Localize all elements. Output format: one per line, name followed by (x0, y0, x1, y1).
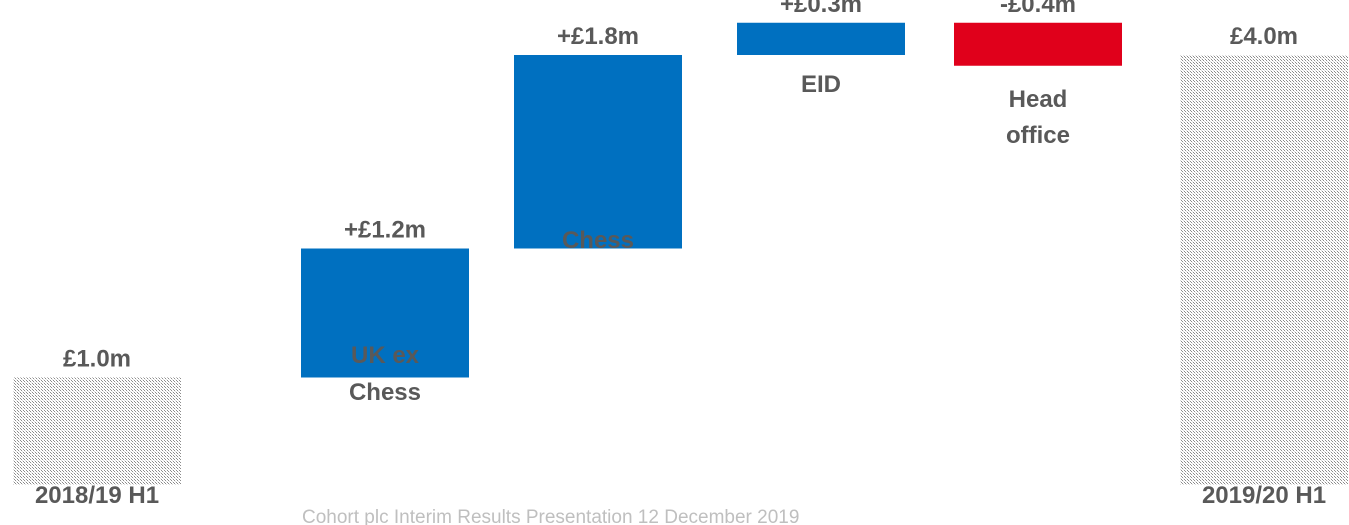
value-label: £4.0m (1230, 23, 1298, 50)
bar-group (13, 22, 1348, 485)
value-label: +£0.3m (780, 0, 862, 18)
bar-head-office (954, 22, 1122, 66)
bar-2019-20-h1 (1180, 55, 1348, 485)
category-label: EID (801, 71, 841, 98)
value-label: £1.0m (63, 346, 131, 373)
bar-chess (514, 55, 682, 249)
bar-eid (737, 22, 905, 55)
category-label: 2018/19 H1 (35, 482, 159, 509)
category-label: UK ex (351, 342, 420, 369)
category-label-group: 2018/19 H1 UK ex Chess Chess EID Head office 20… (35, 71, 1326, 509)
value-label-group: £1.0m +£1.2m +£1.8m +£0.3m -£0.4m £4.0m (63, 0, 1298, 373)
value-label: +£1.8m (557, 23, 639, 50)
value-label: -£0.4m (1000, 0, 1076, 18)
category-label: 2019/20 H1 (1202, 482, 1326, 509)
bar-uk-ex-chess (301, 248, 469, 378)
category-label: office (1006, 122, 1070, 149)
bar-2018-19-h1 (13, 377, 181, 485)
category-label: Head (1009, 86, 1068, 113)
category-label: Chess (562, 227, 634, 254)
category-label: Chess (349, 379, 421, 406)
footer-text: Cohort plc Interim Results Presentation … (302, 507, 799, 525)
value-label: +£1.2m (344, 217, 426, 244)
